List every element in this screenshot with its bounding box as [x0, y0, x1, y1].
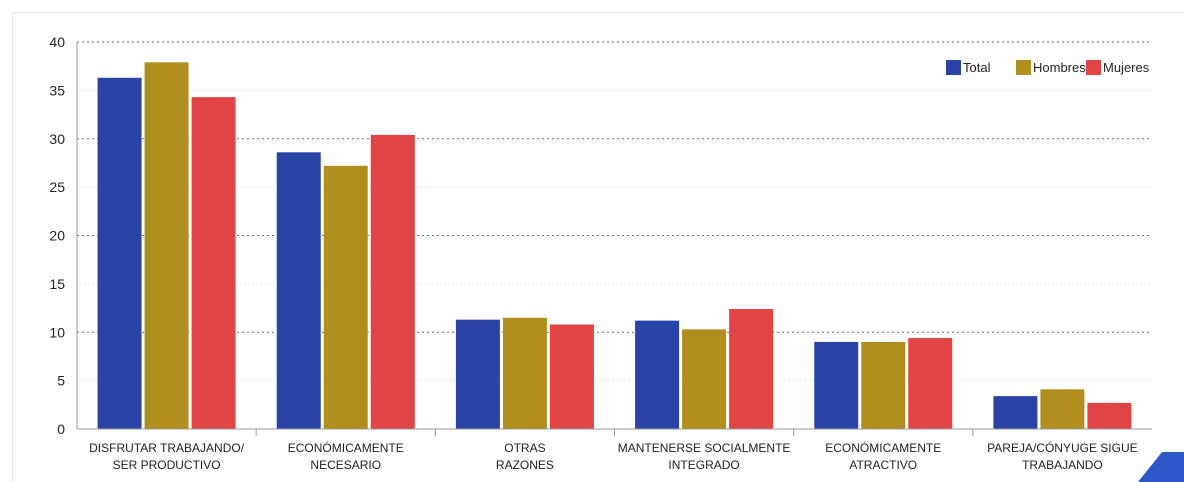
x-category-label: ECONÓMICAMENTE ATRACTIVO [825, 440, 941, 472]
y-tick-label: 40 [49, 34, 65, 50]
y-axis: 0 5 10 15 20 25 30 35 40 [49, 34, 78, 437]
bar-hombres-1 [323, 165, 368, 429]
grid-lines [77, 41, 1152, 382]
bar-total-5 [993, 396, 1038, 429]
legend-label-total: Total [963, 60, 991, 75]
y-tick-label: 25 [49, 179, 65, 195]
bar-total-2 [455, 319, 500, 429]
bar-mujeres-5 [1087, 402, 1132, 429]
y-tick-label: 5 [57, 373, 65, 389]
legend: Total Hombres Mujeres [946, 60, 1150, 75]
y-tick-label: 20 [49, 228, 65, 244]
bar-mujeres-4 [908, 338, 953, 429]
bar-total-1 [276, 152, 321, 430]
corner-accent-shape [1138, 452, 1184, 482]
legend-swatch-hombres [1016, 60, 1031, 75]
x-category-label: MANTENERSE SOCIALMENTE INTEGRADO [618, 441, 791, 472]
bar-mujeres-3 [729, 309, 774, 429]
bar-total-3 [635, 320, 680, 429]
bar-mujeres-0 [191, 97, 236, 430]
legend-label-mujeres: Mujeres [1103, 60, 1150, 75]
chart-frame [12, 12, 1184, 482]
x-category-label: OTRAS RAZONES [496, 441, 554, 472]
y-tick-label: 0 [57, 421, 65, 437]
bar-hombres-4 [861, 341, 906, 429]
bar-hombres-5 [1040, 389, 1085, 429]
bar-total-4 [814, 341, 859, 429]
bar-total-0 [97, 77, 142, 430]
x-category-label: PAREJA/CÓNYUGE SIGUE TRABAJANDO [987, 440, 1137, 472]
legend-swatch-mujeres [1086, 60, 1101, 75]
y-tick-label: 15 [49, 276, 65, 292]
bar-mujeres-2 [549, 324, 594, 429]
y-tick-label: 30 [49, 131, 65, 147]
legend-label-hombres: Hombres [1033, 60, 1086, 75]
bar-hombres-0 [144, 62, 189, 429]
x-axis: DISFRUTAR TRABAJANDO/SER PRODUCTIVO ECONÓ… [77, 428, 1152, 472]
bar-hombres-3 [682, 329, 727, 429]
bar-mujeres-1 [370, 134, 415, 429]
x-category-label: ECONÓMICAMENTE NECESARIO [288, 440, 404, 472]
y-tick-label: 10 [49, 324, 65, 340]
y-tick-label: 35 [49, 82, 65, 98]
bar-hombres-2 [502, 317, 547, 429]
x-category-label: DISFRUTAR TRABAJANDO/SER PRODUCTIVO [89, 441, 245, 472]
legend-swatch-total [946, 60, 961, 75]
bars [97, 62, 1132, 430]
